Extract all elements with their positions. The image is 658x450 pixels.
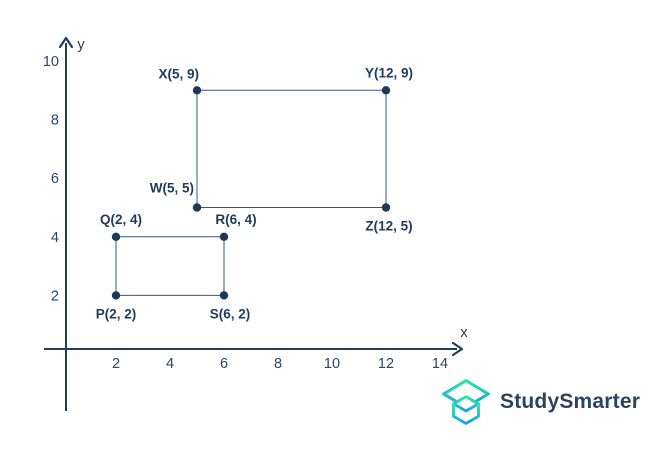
y-tick-label-10: 10 bbox=[43, 54, 59, 70]
rectangle-pqrs bbox=[115, 236, 225, 296]
point-label-P: P(2, 2) bbox=[96, 306, 137, 321]
point-Y bbox=[381, 86, 391, 95]
x-tick-label-2: 2 bbox=[112, 356, 120, 372]
rectangle-wxyz bbox=[196, 89, 387, 208]
x-axis-label: x bbox=[460, 325, 468, 341]
box-top-face-shape bbox=[452, 395, 480, 413]
y-axis-arrowhead-icon bbox=[58, 36, 74, 49]
y-axis-label: y bbox=[77, 37, 85, 53]
point-label-Z: Z(12, 5) bbox=[365, 219, 412, 234]
x-axis-arrowhead-icon bbox=[451, 341, 464, 357]
x-tick-label-4: 4 bbox=[166, 356, 174, 372]
point-label-S: S(6, 2) bbox=[210, 306, 251, 321]
studysmarter-box-icon bbox=[442, 379, 490, 425]
y-tick-label-6: 6 bbox=[51, 171, 59, 187]
x-tick-label-14: 14 bbox=[432, 356, 448, 372]
studysmarter-logo: StudySmarter bbox=[441, 377, 640, 427]
y-tick-label-8: 8 bbox=[51, 113, 59, 129]
point-S bbox=[219, 291, 229, 300]
point-label-R: R(6, 4) bbox=[215, 212, 256, 227]
point-R bbox=[219, 232, 229, 241]
x-tick-label-8: 8 bbox=[274, 356, 282, 372]
point-label-Y: Y(12, 9) bbox=[365, 65, 413, 80]
y-tick-label-2: 2 bbox=[51, 288, 59, 304]
x-tick-label-12: 12 bbox=[378, 356, 394, 372]
point-label-X: X(5, 9) bbox=[158, 66, 199, 81]
studysmarter-wordmark: StudySmarter bbox=[500, 389, 641, 413]
point-label-Q: Q(2, 4) bbox=[100, 212, 142, 227]
x-tick-label-10: 10 bbox=[324, 356, 340, 372]
point-X bbox=[192, 86, 202, 95]
point-Q bbox=[111, 232, 121, 241]
y-tick-label-4: 4 bbox=[51, 230, 59, 246]
point-label-W: W(5, 5) bbox=[150, 181, 194, 196]
point-P bbox=[111, 291, 121, 300]
x-tick-label-6: 6 bbox=[220, 356, 228, 372]
point-W bbox=[192, 203, 202, 212]
point-Z bbox=[381, 203, 391, 212]
